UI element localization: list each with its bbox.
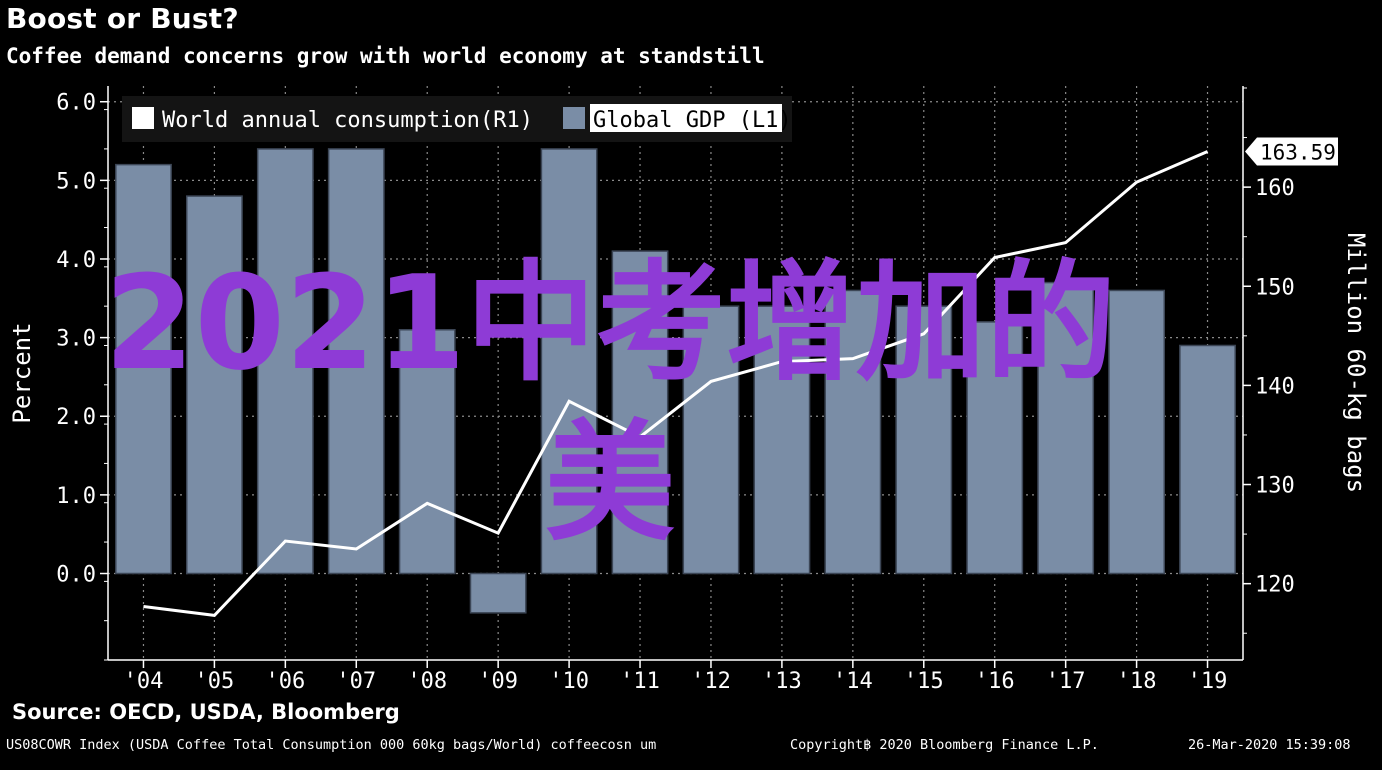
x-tick-label: '16 [975, 669, 1015, 694]
line-series [143, 150, 1209, 617]
last-value-callout [1245, 137, 1338, 166]
x-tick-label: '04 [124, 669, 164, 694]
bar-05 [185, 195, 243, 575]
legend-swatch-consumption [132, 107, 154, 129]
footer-copyright: Copyright฿ 2020 Bloomberg Finance L.P. [790, 737, 1099, 753]
bar-04 [115, 163, 172, 575]
legend-label-consumption: World annual consumption [162, 108, 480, 133]
last-value-label: 163.59 [1260, 141, 1336, 165]
bar-18 [1108, 289, 1166, 575]
x-tick-label: '05 [195, 669, 235, 694]
bar-15 [895, 305, 953, 575]
right-tick-label: 130 [1255, 474, 1295, 499]
bar-17 [1037, 281, 1095, 575]
source-note: Source: OECD, USDA, Bloomberg [12, 700, 400, 724]
legend-label-consumption-axis: (R1) [480, 108, 533, 133]
right-tick-label: 140 [1255, 374, 1295, 399]
consumption-line [143, 150, 1209, 617]
left-tick-label: 0.0 [56, 563, 96, 588]
left-tick-label: 6.0 [56, 91, 96, 116]
legend: World annual consumption (R1) Global GDP (… [122, 96, 792, 142]
x-tick-label: '14 [833, 669, 873, 694]
bar-10 [540, 148, 598, 575]
right-tick-label: 120 [1255, 573, 1295, 598]
legend-swatch-gdp [563, 107, 585, 129]
right-tick-label: 160 [1255, 176, 1295, 201]
bar-08 [398, 329, 456, 575]
x-tick-label: '10 [549, 669, 589, 694]
x-tick-label: '12 [691, 669, 731, 694]
left-tick-label: 3.0 [56, 327, 96, 352]
bar-06 [256, 148, 314, 575]
x-tick-label: '15 [904, 669, 944, 694]
left-tick-label: 1.0 [56, 484, 96, 509]
bar-19 [1179, 344, 1236, 575]
chart-title: Boost or Bust? [6, 2, 239, 35]
bar-16 [966, 321, 1024, 575]
left-tick-label: 2.0 [56, 405, 96, 430]
axes: 6.0 5.0 4.0 3.0 2.0 1.0 0.0 160 150 140 130 120 '04 '… [8, 86, 1370, 694]
bar-13 [753, 305, 811, 575]
legend-label-gdp: Global GDP (L1) [593, 108, 792, 133]
bar-07 [327, 148, 385, 575]
x-tick-label: '17 [1046, 669, 1086, 694]
footer-index: US08COWR Index (USDA Coffee Total Consum… [6, 737, 657, 753]
right-tick-label: 150 [1255, 275, 1295, 300]
x-tick-label: '09 [478, 669, 518, 694]
left-axis-title: Percent [8, 322, 36, 423]
x-tick-label: '19 [1188, 669, 1228, 694]
x-tick-label: '06 [265, 669, 305, 694]
left-tick-label: 4.0 [56, 248, 96, 273]
left-tick-label: 5.0 [56, 169, 96, 194]
x-tick-label: '08 [407, 669, 447, 694]
bar-14 [824, 289, 882, 575]
x-tick-label: '11 [620, 669, 660, 694]
right-axis-title: Million 60-kg bags [1342, 233, 1370, 493]
x-tick-label: '07 [336, 669, 376, 694]
x-tick-label: '18 [1117, 669, 1157, 694]
bar-09 [469, 572, 527, 614]
bar-12 [682, 305, 740, 575]
bar-11 [611, 250, 669, 575]
chart-subtitle: Coffee demand concerns grow with world e… [6, 44, 765, 68]
legend-highlight-gdp [590, 104, 782, 132]
x-tick-label: '13 [762, 669, 802, 694]
footer-timestamp: 26-Mar-2020 15:39:08 [1188, 737, 1351, 753]
bar-series [115, 148, 1236, 614]
